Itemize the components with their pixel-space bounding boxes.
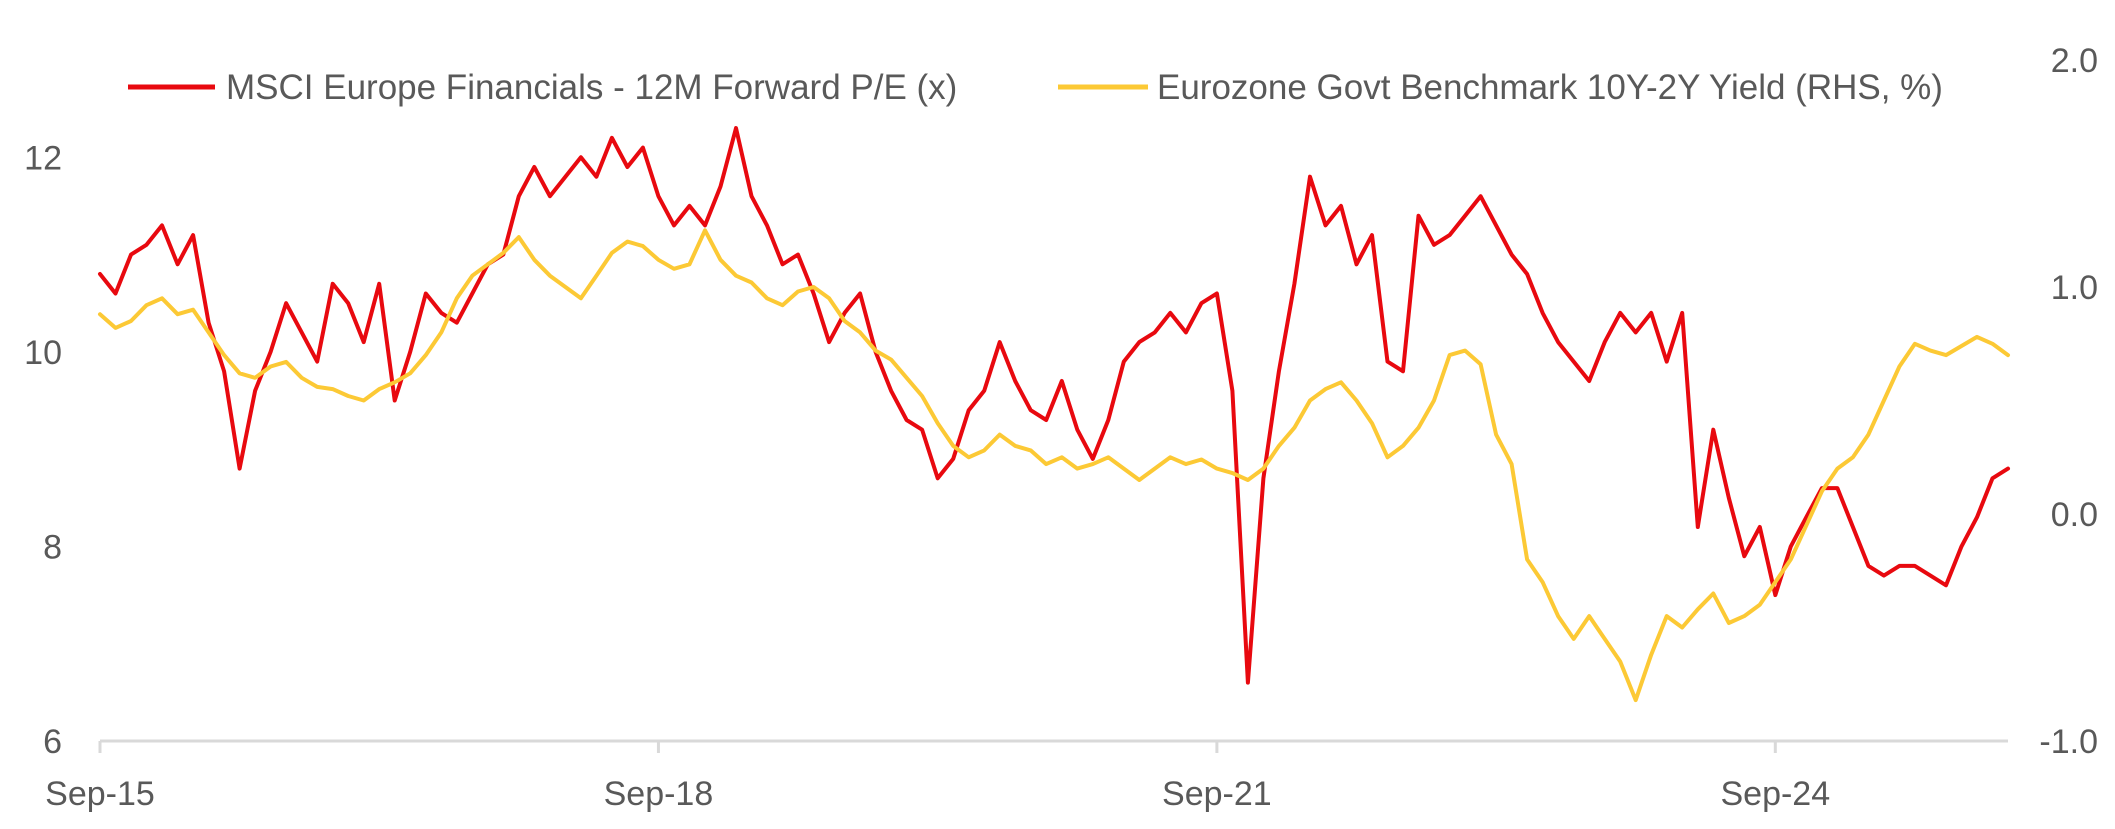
y-right-tick-label: 0.0 (2051, 496, 2098, 534)
y-axis-right-ticks: -1.0 0.0 1.0 2.0 (2039, 42, 2098, 761)
x-tick-label: Sep-21 (1162, 775, 1272, 813)
x-tick-label: Sep-15 (45, 775, 155, 813)
y-right-tick-label: 2.0 (2051, 42, 2098, 80)
y-right-tick-label: -1.0 (2039, 723, 2098, 761)
y-right-tick-label: 1.0 (2051, 269, 2098, 307)
y-left-tick-label: 10 (24, 334, 62, 372)
y-left-tick-label: 12 (24, 139, 62, 177)
legend-label-yield: Eurozone Govt Benchmark 10Y-2Y Yield (RH… (1157, 68, 1943, 107)
legend-label-pe: MSCI Europe Financials - 12M Forward P/E… (226, 68, 957, 107)
x-tick-label: Sep-18 (604, 775, 714, 813)
legend: MSCI Europe Financials - 12M Forward P/E… (128, 68, 1943, 107)
x-tick-label: Sep-24 (1720, 775, 1830, 813)
series-line-pe (98, 126, 2010, 685)
y-left-tick-label: 8 (43, 528, 62, 566)
y-left-tick-label: 6 (43, 723, 62, 761)
series-line-yield (98, 228, 2010, 703)
series-layer (98, 126, 2010, 703)
x-axis-ticks: Sep-15 Sep-18 Sep-21 Sep-24 (45, 741, 1830, 813)
y-axis-left-ticks: 6 8 10 12 (24, 139, 62, 761)
